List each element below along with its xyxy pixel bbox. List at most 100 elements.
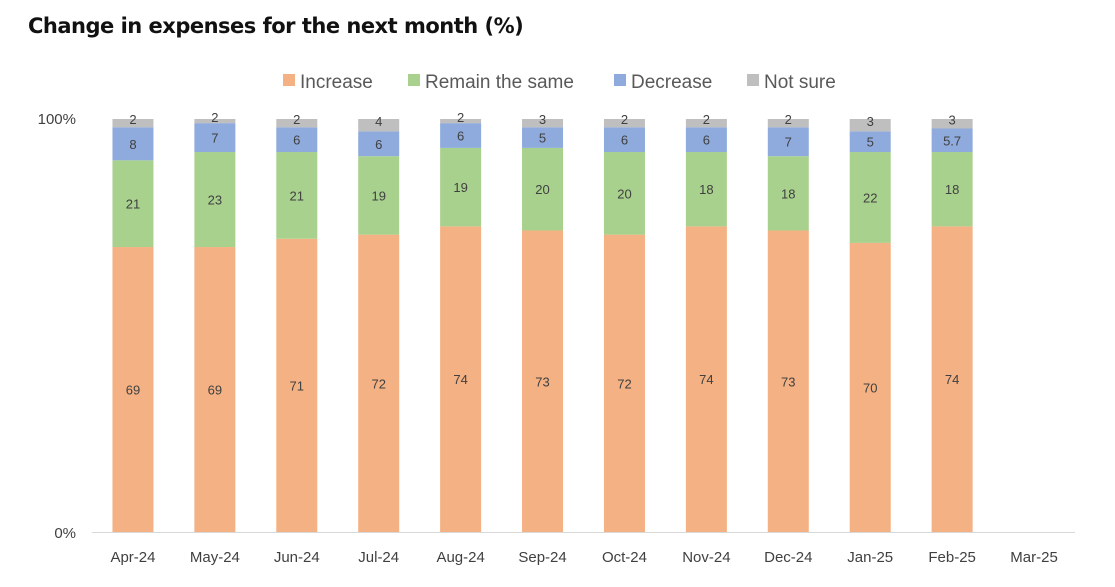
data-label-decrease-feb-25: 5.7 (943, 133, 961, 148)
bar-segment-not-sure-sep-24 (522, 119, 564, 128)
bar-segment-decrease-sep-24 (522, 127, 564, 148)
x-tick-label-sep-24: Sep-24 (518, 549, 566, 566)
data-label-increase-sep-24: 73 (535, 374, 549, 389)
bar-segment-increase-aug-24 (440, 226, 482, 532)
bar-segment-remain-the-same-jan-25 (849, 152, 891, 243)
data-label-increase-nov-24: 74 (699, 372, 713, 387)
bar-segment-remain-the-same-aug-24 (440, 147, 482, 227)
bar-segment-increase-apr-24 (112, 247, 154, 532)
data-label-decrease-oct-24: 6 (621, 133, 628, 148)
data-label-decrease-dec-24: 7 (785, 135, 792, 150)
bar-segment-not-sure-feb-25 (931, 119, 973, 129)
bar-segment-remain-the-same-feb-25 (931, 152, 973, 227)
bar-segment-increase-oct-24 (603, 234, 645, 532)
data-label-remain-the-same-may-24: 23 (208, 193, 222, 208)
data-label-decrease-jun-24: 6 (293, 133, 300, 148)
legend-swatch-increase (283, 74, 295, 86)
bar-segment-decrease-jan-25 (849, 131, 891, 153)
bar-segment-decrease-aug-24 (440, 123, 482, 148)
bar-segment-increase-jul-24 (358, 234, 400, 532)
x-tick-label-aug-24: Aug-24 (436, 549, 484, 566)
data-label-not-sure-sep-24: 3 (539, 112, 546, 127)
bar-segment-decrease-feb-25 (931, 128, 973, 153)
x-tick-label-jan-25: Jan-25 (847, 549, 893, 566)
chart-title: Change in expenses for the next month (%… (28, 14, 524, 38)
legend-label-remain-the-same: Remain the same (425, 72, 574, 93)
y-tick-label-bottom: 0% (54, 525, 76, 542)
data-label-not-sure-apr-24: 2 (129, 112, 136, 127)
bar-segment-not-sure-aug-24 (440, 119, 482, 124)
bar-segment-remain-the-same-may-24 (194, 152, 236, 248)
x-tick-label-dec-24: Dec-24 (764, 549, 812, 566)
data-labels: 6921826923727121627219647419627320537220… (126, 110, 961, 397)
data-label-increase-dec-24: 73 (781, 374, 795, 389)
data-label-increase-apr-24: 69 (126, 383, 140, 398)
data-label-remain-the-same-sep-24: 20 (535, 182, 549, 197)
data-label-decrease-jul-24: 6 (375, 137, 382, 152)
data-label-decrease-may-24: 7 (211, 131, 218, 146)
bar-segment-remain-the-same-oct-24 (603, 152, 645, 235)
x-tick-label-may-24: May-24 (190, 549, 240, 566)
x-tick-label-jul-24: Jul-24 (358, 549, 399, 566)
x-tick-label-mar-25: Mar-25 (1010, 549, 1058, 566)
x-tick-label-nov-24: Nov-24 (682, 549, 730, 566)
bar-segment-increase-may-24 (194, 247, 236, 532)
bar-segment-increase-feb-25 (931, 226, 973, 532)
bar-segment-decrease-nov-24 (685, 127, 727, 153)
bar-segment-increase-jun-24 (276, 238, 318, 532)
data-label-decrease-sep-24: 5 (539, 131, 546, 146)
x-axis: Apr-24 May-24 Jun-24 Jul-24 Aug-24 Sep-24 Oct-… (92, 532, 1075, 566)
bar-segment-decrease-oct-24 (603, 127, 645, 153)
bar-segment-remain-the-same-jul-24 (358, 156, 400, 235)
data-label-decrease-nov-24: 6 (703, 133, 710, 148)
data-label-increase-feb-25: 74 (945, 372, 959, 387)
bar-segment-not-sure-jan-25 (849, 119, 891, 132)
bar-segment-not-sure-nov-24 (685, 119, 727, 128)
bar-segment-remain-the-same-dec-24 (767, 156, 809, 231)
bar-segment-decrease-jul-24 (358, 131, 400, 157)
bar-segment-not-sure-may-24 (194, 119, 236, 124)
data-label-remain-the-same-dec-24: 18 (781, 186, 795, 201)
data-label-not-sure-may-24: 2 (211, 110, 218, 125)
bar-segment-remain-the-same-jun-24 (276, 152, 318, 239)
data-label-increase-jan-25: 70 (863, 380, 877, 395)
legend-swatch-remain-the-same (408, 74, 420, 86)
bar-segment-decrease-apr-24 (112, 127, 154, 161)
data-label-remain-the-same-jan-25: 22 (863, 190, 877, 205)
data-label-increase-may-24: 69 (208, 383, 222, 398)
data-label-remain-the-same-aug-24: 19 (453, 180, 467, 195)
bar-segment-not-sure-jul-24 (358, 119, 400, 132)
data-label-increase-jul-24: 72 (371, 376, 385, 391)
bar-segment-not-sure-dec-24 (767, 119, 809, 128)
x-tick-label-oct-24: Oct-24 (602, 549, 647, 566)
x-tick-label-jun-24: Jun-24 (274, 549, 320, 566)
x-tick-label-apr-24: Apr-24 (110, 549, 155, 566)
bar-segment-not-sure-apr-24 (112, 119, 154, 128)
data-label-decrease-aug-24: 6 (457, 129, 464, 144)
legend-label-not-sure: Not sure (764, 72, 836, 93)
x-tick-label-feb-25: Feb-25 (928, 549, 976, 566)
legend-label-increase: Increase (300, 72, 373, 93)
legend-label-decrease: Decrease (631, 72, 712, 93)
bar-segment-not-sure-jun-24 (276, 119, 318, 128)
data-label-remain-the-same-nov-24: 18 (699, 182, 713, 197)
bar-segment-not-sure-oct-24 (603, 119, 645, 128)
legend-swatch-decrease (614, 74, 626, 86)
bar-segment-remain-the-same-sep-24 (522, 147, 564, 231)
bars (112, 119, 973, 532)
data-label-increase-aug-24: 74 (453, 372, 467, 387)
data-label-not-sure-oct-24: 2 (621, 112, 628, 127)
data-label-remain-the-same-jul-24: 19 (371, 188, 385, 203)
bar-segment-increase-jan-25 (849, 242, 891, 532)
bar-segment-increase-sep-24 (522, 230, 564, 532)
bar-segment-decrease-dec-24 (767, 127, 809, 157)
data-label-not-sure-jun-24: 2 (293, 112, 300, 127)
bar-segment-increase-nov-24 (685, 226, 727, 532)
data-label-remain-the-same-oct-24: 20 (617, 186, 631, 201)
bar-segment-decrease-jun-24 (276, 127, 318, 153)
data-label-not-sure-feb-25: 3 (949, 113, 956, 128)
data-label-remain-the-same-apr-24: 21 (126, 197, 140, 212)
data-label-decrease-jan-25: 5 (867, 135, 874, 150)
data-label-not-sure-jul-24: 4 (375, 114, 382, 129)
